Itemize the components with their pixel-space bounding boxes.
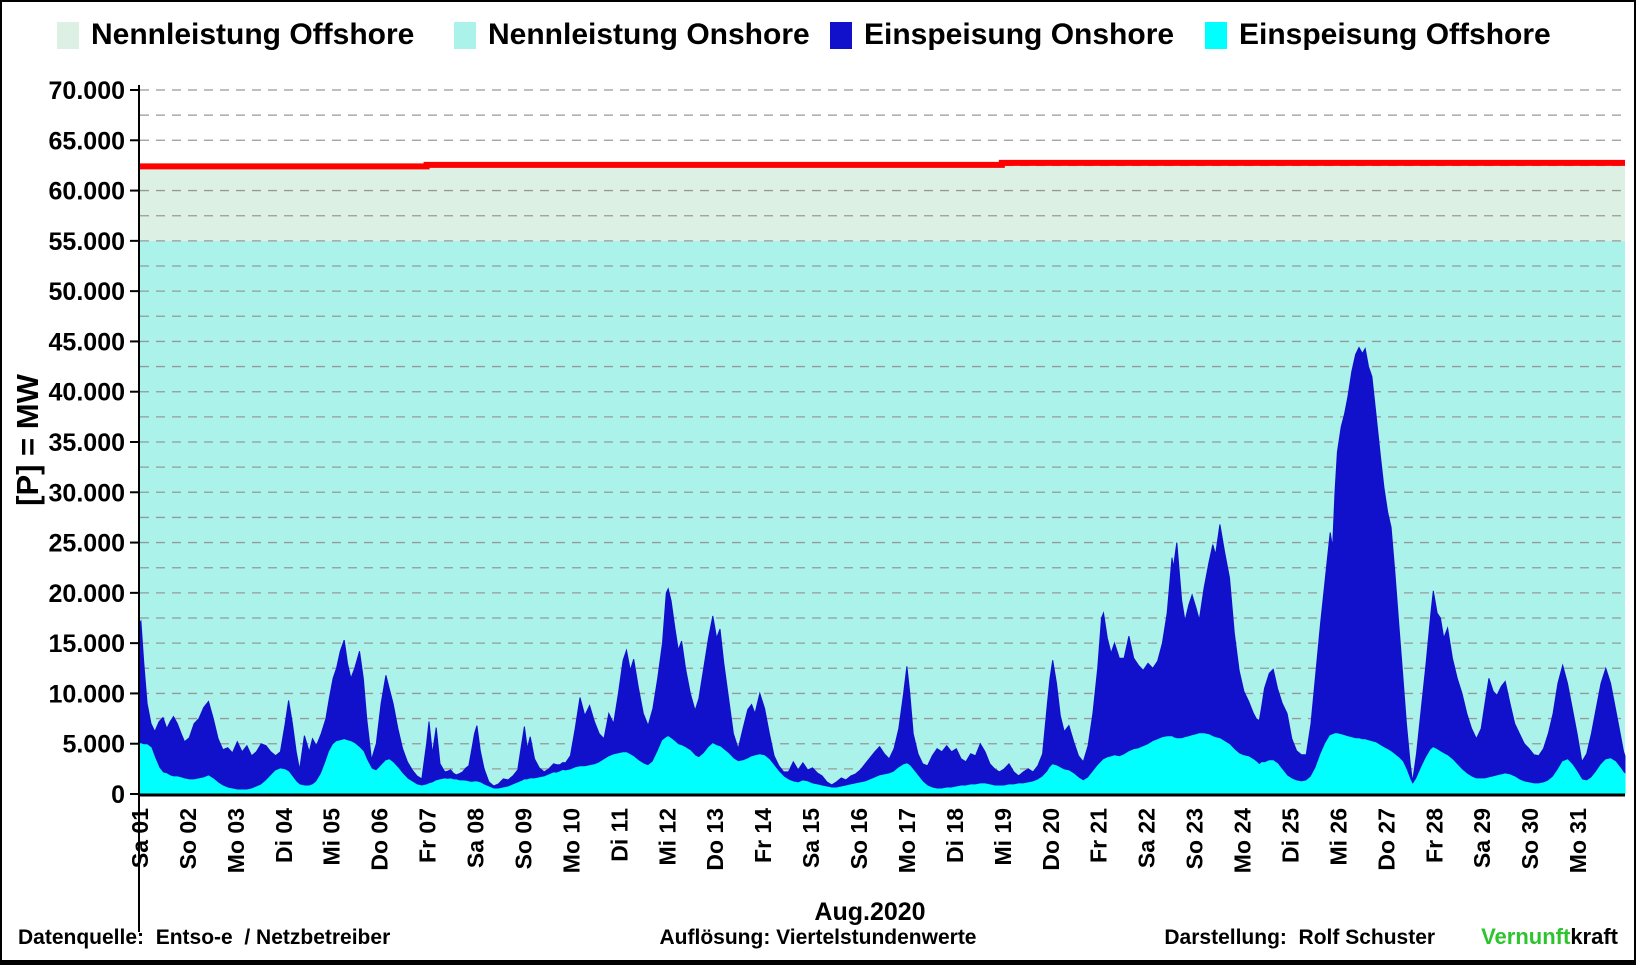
x-tick-label: Mi 05 — [319, 808, 345, 866]
x-tick-label: Fr 14 — [750, 808, 776, 863]
x-axis-title: Aug.2020 — [814, 898, 925, 926]
y-tick-label: 55.000 — [49, 228, 125, 256]
data-source-note: Datenquelle: Entso-e / Netzbetreiber — [18, 926, 391, 949]
y-tick-label: 70.000 — [49, 77, 125, 105]
x-tick-label: So 16 — [846, 808, 872, 869]
x-tick-label: Di 04 — [271, 808, 297, 863]
einspeisung-offshore-area — [138, 733, 1626, 795]
einspeisung-onshore-swatch-icon — [830, 21, 852, 49]
y-tick-label: 60.000 — [49, 178, 125, 206]
einspeisung-onshore-area — [138, 346, 1626, 795]
x-tick-label: Mo 24 — [1230, 808, 1256, 873]
x-tick-label: Mo 31 — [1565, 808, 1591, 873]
y-tick-label: 20.000 — [49, 580, 125, 608]
y-tick-label: 35.000 — [49, 429, 125, 457]
nennleistung-onshore-swatch-icon — [454, 21, 476, 49]
resolution-note: Auflösung: Viertelstundenwerte — [659, 926, 977, 949]
attribution-note: Darstellung: Rolf Schuster Vernunftkraft — [1164, 924, 1618, 950]
x-tick-label: Sa 15 — [798, 808, 824, 868]
x-tick-label: Sa 29 — [1469, 808, 1495, 868]
x-tick-label: So 09 — [510, 808, 536, 869]
x-tick-label: Do 06 — [367, 808, 393, 871]
x-tick-label: Mo 03 — [223, 808, 249, 873]
brand-black-part: kraft — [1570, 924, 1618, 949]
x-tick-label: Di 11 — [606, 808, 632, 862]
y-axis-title: [P] = MW — [10, 373, 45, 505]
x-tick-label: Fr 07 — [415, 808, 441, 863]
brand-green-part: Vernunft — [1481, 924, 1571, 949]
legend-label: Nennleistung Onshore — [488, 18, 810, 51]
x-tick-label: Fr 21 — [1086, 808, 1112, 863]
x-tick-label: Do 13 — [702, 808, 728, 871]
y-tick-label: 50.000 — [49, 278, 125, 306]
legend-item-einspeisung-offshore: Einspeisung Offshore — [1205, 18, 1551, 52]
vernunftkraft-logo: Vernunftkraft — [1481, 924, 1618, 950]
x-tick-label: Mo 10 — [558, 808, 584, 873]
chart-footer: Datenquelle: Entso-e / Netzbetreiber Auf… — [2, 922, 1634, 950]
x-tick-label: Do 20 — [1038, 808, 1064, 871]
x-tick-label: Sa 22 — [1134, 808, 1160, 868]
y-tick-label: 10.000 — [49, 680, 125, 708]
x-tick-label: So 23 — [1182, 808, 1208, 869]
legend-label: Einspeisung Onshore — [864, 18, 1175, 51]
legend-item-nennleistung-offshore: Nennleistung Offshore — [57, 18, 414, 52]
y-tick-label: 5.000 — [62, 731, 125, 759]
y-tick-label: 30.000 — [49, 479, 125, 507]
chart-legend: Nennleistung Offshore Nennleistung Onsho… — [2, 18, 1634, 62]
x-tick-label: Di 25 — [1277, 808, 1303, 863]
y-tick-label: 65.000 — [49, 127, 125, 155]
y-tick-label: 25.000 — [49, 530, 125, 558]
x-tick-label: Sa 01 — [127, 808, 153, 868]
x-tick-label: Mi 19 — [990, 808, 1016, 866]
einspeisung-offshore-swatch-icon — [1205, 21, 1227, 49]
y-tick-label: 0 — [111, 781, 125, 809]
nennleistung-offshore-band — [139, 162, 1625, 241]
legend-label: Einspeisung Offshore — [1239, 18, 1551, 51]
legend-label: Nennleistung Offshore — [91, 18, 415, 51]
y-tick-label: 40.000 — [49, 379, 125, 407]
x-tick-label: So 02 — [175, 808, 201, 869]
x-tick-label: So 30 — [1517, 808, 1543, 869]
x-tick-label: Mi 26 — [1325, 808, 1351, 866]
legend-item-einspeisung-onshore: Einspeisung Onshore — [830, 18, 1174, 52]
legend-item-nennleistung-onshore: Nennleistung Onshore — [454, 18, 810, 52]
x-tick-label: Di 18 — [942, 808, 968, 863]
y-tick-label: 45.000 — [49, 328, 125, 356]
x-tick-label: Do 27 — [1373, 808, 1399, 871]
x-tick-label: Mi 12 — [654, 808, 680, 866]
nennleistung-offshore-swatch-icon — [57, 21, 79, 49]
nennleistung-total-line — [139, 159, 1625, 170]
x-tick-label: Sa 08 — [463, 808, 489, 868]
x-tick-label: Fr 28 — [1421, 808, 1447, 863]
y-tick-label: 15.000 — [49, 630, 125, 658]
x-tick-label: Mo 17 — [894, 808, 920, 873]
darstellung-label: Darstellung: Rolf Schuster — [1164, 926, 1436, 949]
